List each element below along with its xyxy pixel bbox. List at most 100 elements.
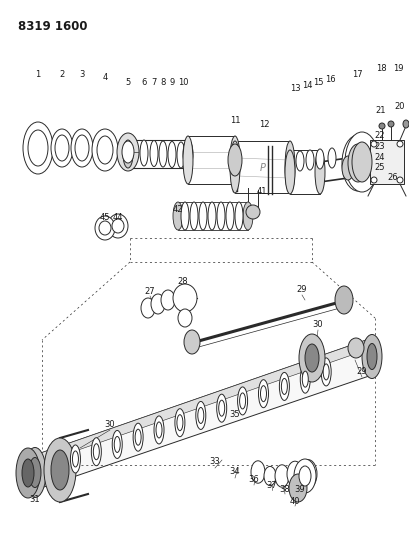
Ellipse shape: [99, 221, 111, 235]
Ellipse shape: [258, 379, 268, 408]
Ellipse shape: [334, 286, 352, 314]
Ellipse shape: [72, 451, 78, 467]
Ellipse shape: [91, 438, 101, 466]
Ellipse shape: [304, 344, 318, 372]
Ellipse shape: [274, 465, 288, 487]
Polygon shape: [369, 140, 403, 184]
Ellipse shape: [245, 205, 259, 219]
Ellipse shape: [341, 156, 353, 180]
Ellipse shape: [314, 150, 324, 194]
Ellipse shape: [216, 202, 225, 230]
Text: 23: 23: [374, 141, 384, 150]
Ellipse shape: [351, 142, 371, 182]
Text: 10: 10: [178, 77, 188, 86]
Ellipse shape: [301, 371, 308, 387]
Text: 7: 7: [151, 77, 156, 86]
Ellipse shape: [320, 358, 330, 386]
Ellipse shape: [197, 407, 203, 423]
Ellipse shape: [23, 122, 53, 174]
Ellipse shape: [29, 457, 41, 488]
Ellipse shape: [396, 177, 402, 183]
Ellipse shape: [95, 216, 115, 240]
Ellipse shape: [28, 130, 48, 166]
Ellipse shape: [284, 150, 294, 194]
Text: 37: 37: [266, 481, 277, 490]
Ellipse shape: [402, 120, 408, 128]
Ellipse shape: [229, 136, 239, 184]
Ellipse shape: [295, 151, 303, 171]
Ellipse shape: [260, 386, 266, 402]
Ellipse shape: [366, 343, 376, 369]
Ellipse shape: [196, 401, 205, 430]
Ellipse shape: [361, 335, 381, 378]
Ellipse shape: [298, 334, 324, 382]
Ellipse shape: [189, 202, 198, 230]
Ellipse shape: [288, 474, 306, 502]
Ellipse shape: [122, 141, 134, 163]
Text: 9: 9: [169, 77, 174, 86]
Text: 17: 17: [351, 69, 362, 78]
Ellipse shape: [168, 141, 175, 167]
Text: 31: 31: [29, 496, 40, 505]
Text: 29: 29: [356, 367, 366, 376]
Ellipse shape: [279, 373, 289, 400]
Ellipse shape: [123, 140, 133, 168]
Text: 29: 29: [296, 286, 306, 295]
Text: 38: 38: [279, 486, 290, 495]
Ellipse shape: [176, 415, 182, 431]
Ellipse shape: [293, 459, 315, 493]
Text: 40: 40: [289, 497, 299, 506]
Ellipse shape: [299, 365, 310, 393]
Text: 26: 26: [387, 174, 397, 182]
Ellipse shape: [298, 466, 310, 486]
Ellipse shape: [97, 136, 113, 164]
Text: 2: 2: [59, 69, 65, 78]
Text: 15: 15: [312, 77, 322, 86]
Ellipse shape: [70, 445, 80, 473]
Ellipse shape: [347, 144, 367, 182]
Text: 45: 45: [99, 214, 110, 222]
Ellipse shape: [239, 393, 245, 409]
Ellipse shape: [24, 448, 46, 497]
Ellipse shape: [51, 129, 73, 167]
Polygon shape: [35, 338, 371, 490]
Text: P: P: [259, 163, 265, 173]
Text: 16: 16: [324, 75, 335, 84]
Ellipse shape: [71, 129, 93, 167]
Ellipse shape: [284, 141, 294, 193]
Ellipse shape: [227, 144, 241, 176]
Ellipse shape: [177, 142, 184, 168]
Ellipse shape: [92, 129, 118, 171]
Ellipse shape: [327, 148, 335, 168]
Ellipse shape: [135, 429, 141, 445]
Ellipse shape: [159, 141, 166, 167]
Ellipse shape: [178, 309, 191, 327]
Ellipse shape: [281, 378, 287, 394]
Ellipse shape: [344, 132, 378, 192]
Text: 34: 34: [229, 467, 240, 477]
Ellipse shape: [75, 135, 89, 161]
Ellipse shape: [117, 133, 139, 171]
Text: 24: 24: [374, 152, 384, 161]
Text: 8319 1600: 8319 1600: [18, 20, 87, 33]
Text: 30: 30: [104, 421, 115, 430]
Ellipse shape: [378, 123, 384, 129]
Text: 33: 33: [209, 457, 220, 466]
Text: 19: 19: [392, 63, 402, 72]
Ellipse shape: [51, 450, 69, 490]
Text: 36: 36: [248, 475, 259, 484]
Text: 21: 21: [375, 106, 385, 115]
Ellipse shape: [141, 298, 155, 318]
Ellipse shape: [180, 202, 189, 230]
Ellipse shape: [322, 364, 328, 380]
Text: 20: 20: [394, 101, 404, 110]
Polygon shape: [188, 136, 234, 184]
Polygon shape: [234, 141, 289, 193]
Text: 3: 3: [79, 69, 85, 78]
Ellipse shape: [263, 466, 275, 486]
Ellipse shape: [347, 338, 363, 358]
Text: 18: 18: [375, 63, 385, 72]
Ellipse shape: [387, 121, 393, 127]
Ellipse shape: [216, 394, 226, 422]
Ellipse shape: [182, 140, 193, 168]
